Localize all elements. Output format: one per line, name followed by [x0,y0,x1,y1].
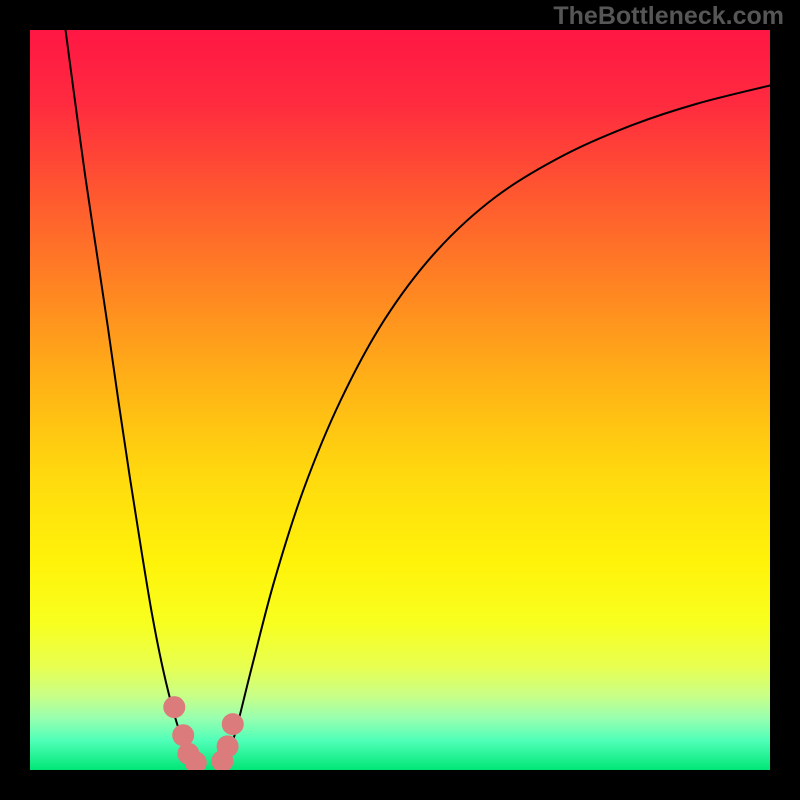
watermark-text: TheBottleneck.com [553,2,784,31]
bottleneck-curve-left [66,30,197,767]
marker-left-1 [172,724,194,746]
bottleneck-curve-right [222,86,770,768]
chart-container: TheBottleneck.com [0,0,800,800]
plot-area [30,30,770,770]
marker-left-0 [163,696,185,718]
marker-right-1 [217,735,239,757]
bottleneck-curves-overlay [30,30,770,770]
marker-right-2 [222,713,244,735]
